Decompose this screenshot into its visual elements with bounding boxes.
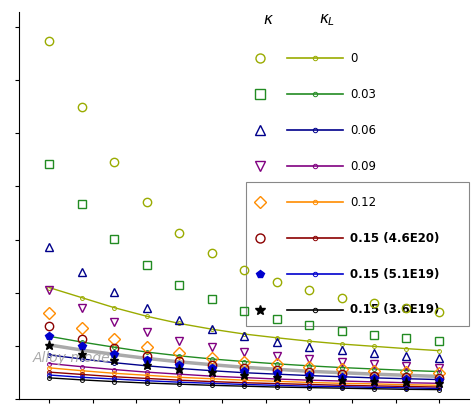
Text: 0: 0 [350,52,357,64]
Text: 0.03: 0.03 [350,88,376,101]
Text: $\kappa$: $\kappa$ [264,12,274,27]
Text: Alloy model: Alloy model [32,351,114,364]
Text: 0.15 (3.6E19): 0.15 (3.6E19) [350,304,439,317]
Text: $\kappa_L$: $\kappa_L$ [319,12,336,28]
Text: 0.15 (4.6E20): 0.15 (4.6E20) [350,232,439,245]
Text: 0.09: 0.09 [350,160,376,173]
Text: 0.12: 0.12 [350,196,376,208]
Text: 0.06: 0.06 [350,124,376,136]
Bar [246,182,469,326]
Text: 0.15 (5.1E19): 0.15 (5.1E19) [350,267,439,280]
